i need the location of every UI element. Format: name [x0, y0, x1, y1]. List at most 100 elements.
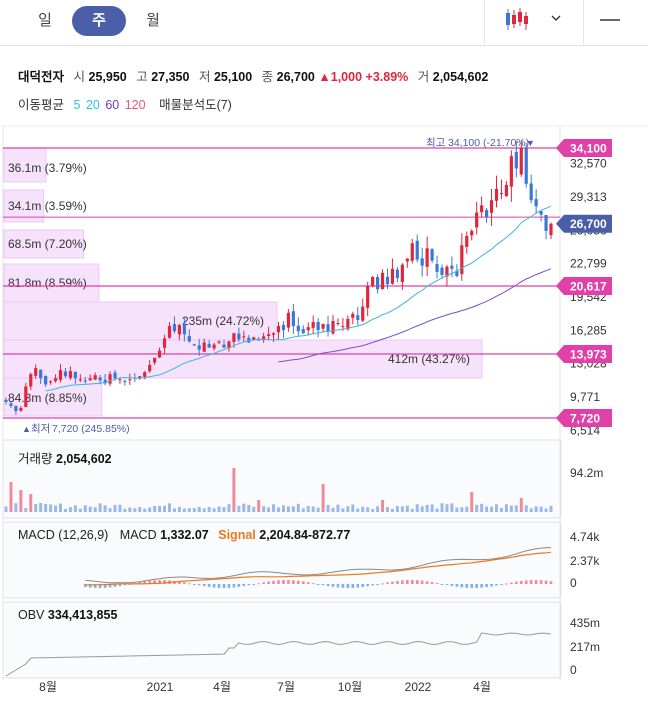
candle — [187, 336, 191, 342]
candle — [118, 379, 122, 381]
candle — [167, 326, 172, 338]
macd-histogram-bar — [351, 584, 355, 588]
macd-histogram-bar — [316, 584, 320, 585]
volume-bar — [252, 506, 256, 512]
obv-y-tick: 435m — [570, 616, 600, 630]
candle — [271, 333, 276, 335]
moving-average-legend[interactable]: 이동평균 5 20 60 120 매물분석도(7) — [18, 94, 234, 113]
volume-bar — [207, 507, 211, 512]
macd-histogram-bar — [445, 584, 449, 586]
candle — [14, 405, 18, 412]
volume-bar — [386, 507, 389, 512]
volume-bar — [430, 504, 434, 512]
macd-histogram-bar — [425, 581, 429, 584]
low-annotation-value: 7,720 (245.85%) — [52, 423, 130, 435]
macd-histogram-bar — [420, 580, 424, 584]
candle — [63, 371, 68, 377]
candle — [39, 369, 43, 379]
volume-bar — [450, 503, 454, 512]
macd-histogram-bar — [326, 584, 330, 587]
volume-bar — [524, 505, 528, 512]
candle — [375, 277, 380, 290]
candle — [138, 376, 142, 379]
candle — [182, 323, 186, 335]
macd-histogram-bar — [470, 584, 474, 588]
macd-histogram-bar — [534, 580, 538, 584]
macd-histogram-bar — [287, 580, 290, 584]
tab-week[interactable]: 주 — [72, 6, 126, 36]
volume-bar — [262, 506, 266, 512]
macd-histogram-bar — [485, 584, 488, 588]
macd-histogram-bar — [450, 584, 454, 586]
candle — [440, 267, 444, 275]
macd-histogram-bar — [529, 580, 533, 584]
macd-histogram-bar — [480, 584, 483, 588]
volume-bar — [425, 504, 429, 512]
candle — [58, 370, 63, 380]
candle — [192, 344, 196, 346]
ma-20: 20 — [85, 98, 100, 112]
candle — [247, 337, 251, 343]
volume-bar — [118, 504, 122, 512]
volume-bar — [54, 505, 58, 512]
volume-profile-label: 84.3m (8.85%) — [8, 391, 87, 405]
volume-bar — [504, 504, 508, 512]
candle — [311, 321, 315, 328]
ma-120: 120 — [124, 98, 146, 112]
volume-bar — [103, 505, 107, 512]
candle — [519, 148, 523, 175]
volume-bar — [286, 506, 290, 512]
volume-bar — [232, 468, 236, 512]
macd-histogram-bar — [460, 584, 464, 588]
menu-button[interactable] — [596, 12, 626, 32]
macd-histogram-bar — [361, 584, 365, 588]
candle — [24, 386, 28, 407]
macd-histogram-bar — [549, 581, 553, 584]
macd-histogram-bar — [232, 584, 236, 588]
top-bar: 일 주 월 — [0, 0, 648, 46]
obv-y-tick: 0 — [570, 663, 577, 677]
candle — [207, 343, 211, 348]
volume-bar — [376, 506, 380, 512]
volume-bar — [19, 490, 23, 512]
macd-histogram-bar — [242, 584, 246, 587]
candle — [68, 371, 73, 378]
tab-day[interactable]: 일 — [38, 12, 52, 29]
volume-bar — [212, 508, 216, 512]
macd-histogram-bar — [435, 583, 439, 585]
volume-bar — [435, 508, 439, 512]
candle — [465, 236, 469, 247]
candle — [148, 364, 152, 372]
volume-profile-bar — [3, 339, 483, 379]
volume-bar — [108, 508, 112, 512]
volume-bar — [326, 504, 330, 512]
chart-type-button[interactable] — [484, 0, 584, 46]
volume-bar — [465, 506, 469, 512]
obv-panel-label: OBV 334,413,855 — [18, 608, 117, 622]
macd-histogram-bar — [396, 580, 399, 584]
volume-profile-bar — [3, 263, 100, 303]
macd-histogram-bar — [510, 582, 513, 584]
candle — [34, 368, 38, 376]
x-axis-tick: 4월 — [473, 680, 491, 694]
macd-histogram-bar — [515, 581, 518, 584]
volume-bar — [143, 508, 147, 512]
macd-histogram-bar — [217, 584, 221, 588]
volume-profile-label: 36.1m (3.79%) — [8, 161, 87, 175]
open-value: 25,950 — [88, 70, 127, 84]
tab-month[interactable]: 월 — [146, 12, 160, 29]
volume-bar — [281, 505, 285, 512]
volume-bar — [366, 507, 370, 512]
signal-value: 2,204.84 — [259, 528, 308, 542]
volume-bar — [14, 503, 18, 512]
macd-histogram-bar — [371, 584, 374, 586]
candle — [410, 243, 414, 261]
candle — [450, 265, 454, 269]
macd-histogram-bar — [321, 584, 325, 586]
y-axis-tick: 29,313 — [570, 190, 607, 204]
volume-bar — [470, 492, 474, 512]
macd-histogram-bar — [301, 581, 305, 584]
candle — [435, 264, 439, 272]
candle — [499, 193, 504, 195]
